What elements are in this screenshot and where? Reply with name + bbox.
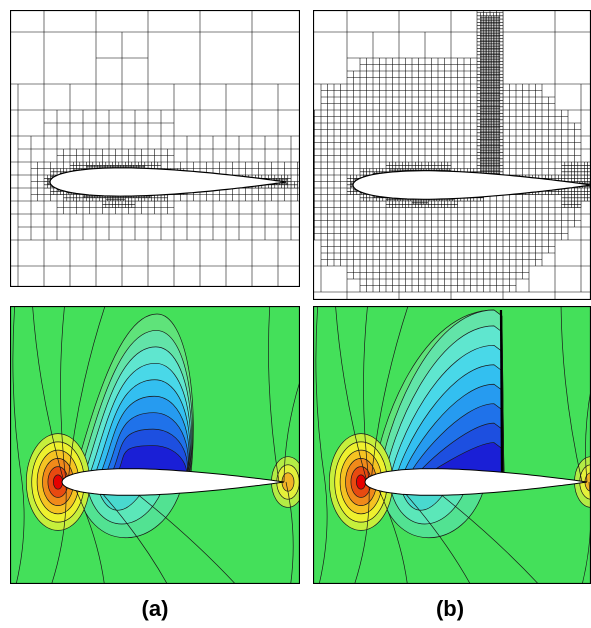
shock-wave-line [499, 309, 504, 483]
mesh-panel-a [10, 10, 300, 287]
contour-line [67, 306, 106, 483]
contour-line [51, 481, 67, 584]
panel-frame [10, 10, 300, 287]
airfoil-shape [49, 167, 286, 197]
contour-plot-a [10, 306, 300, 584]
mesh-cells [10, 10, 300, 287]
airfoil-shape [61, 468, 284, 496]
mesh-plot-b [313, 10, 591, 300]
stagnation-ring [355, 474, 367, 490]
contour-line [283, 380, 300, 483]
contour-line [12, 306, 23, 483]
contour-panel-b [313, 306, 591, 584]
panel-frame [313, 10, 591, 300]
contour-line [363, 306, 370, 483]
contour-line [268, 306, 280, 483]
contour-line [318, 481, 328, 584]
contour-line [32, 306, 65, 483]
contour-line [71, 481, 105, 584]
contour-plot-b [313, 306, 591, 584]
contour-panel-a [10, 306, 300, 584]
contour-line [585, 387, 591, 483]
mesh-grid [313, 10, 591, 300]
airfoil-shape [364, 468, 587, 496]
panel-frame [10, 306, 300, 584]
stagnation-ring [52, 474, 64, 490]
subfigure-label-a: (a) [141, 596, 169, 621]
contour-line [315, 306, 326, 483]
mesh-panel-b [313, 10, 591, 300]
contour-line [335, 306, 368, 483]
contour-line [285, 481, 294, 584]
subfigure-label-b: (b) [435, 596, 465, 621]
contour-line [354, 481, 370, 584]
mesh-grid [10, 10, 300, 287]
mesh-plot-a [10, 10, 300, 287]
contour-line [15, 481, 25, 584]
airfoil-shape [352, 170, 591, 200]
contour-line [370, 306, 409, 483]
expansion-bands [372, 309, 505, 483]
expansion-bands [71, 313, 194, 483]
mesh-cells [313, 10, 591, 300]
contour-line [60, 306, 67, 483]
contour-line [374, 481, 408, 584]
contour-line [560, 306, 583, 483]
